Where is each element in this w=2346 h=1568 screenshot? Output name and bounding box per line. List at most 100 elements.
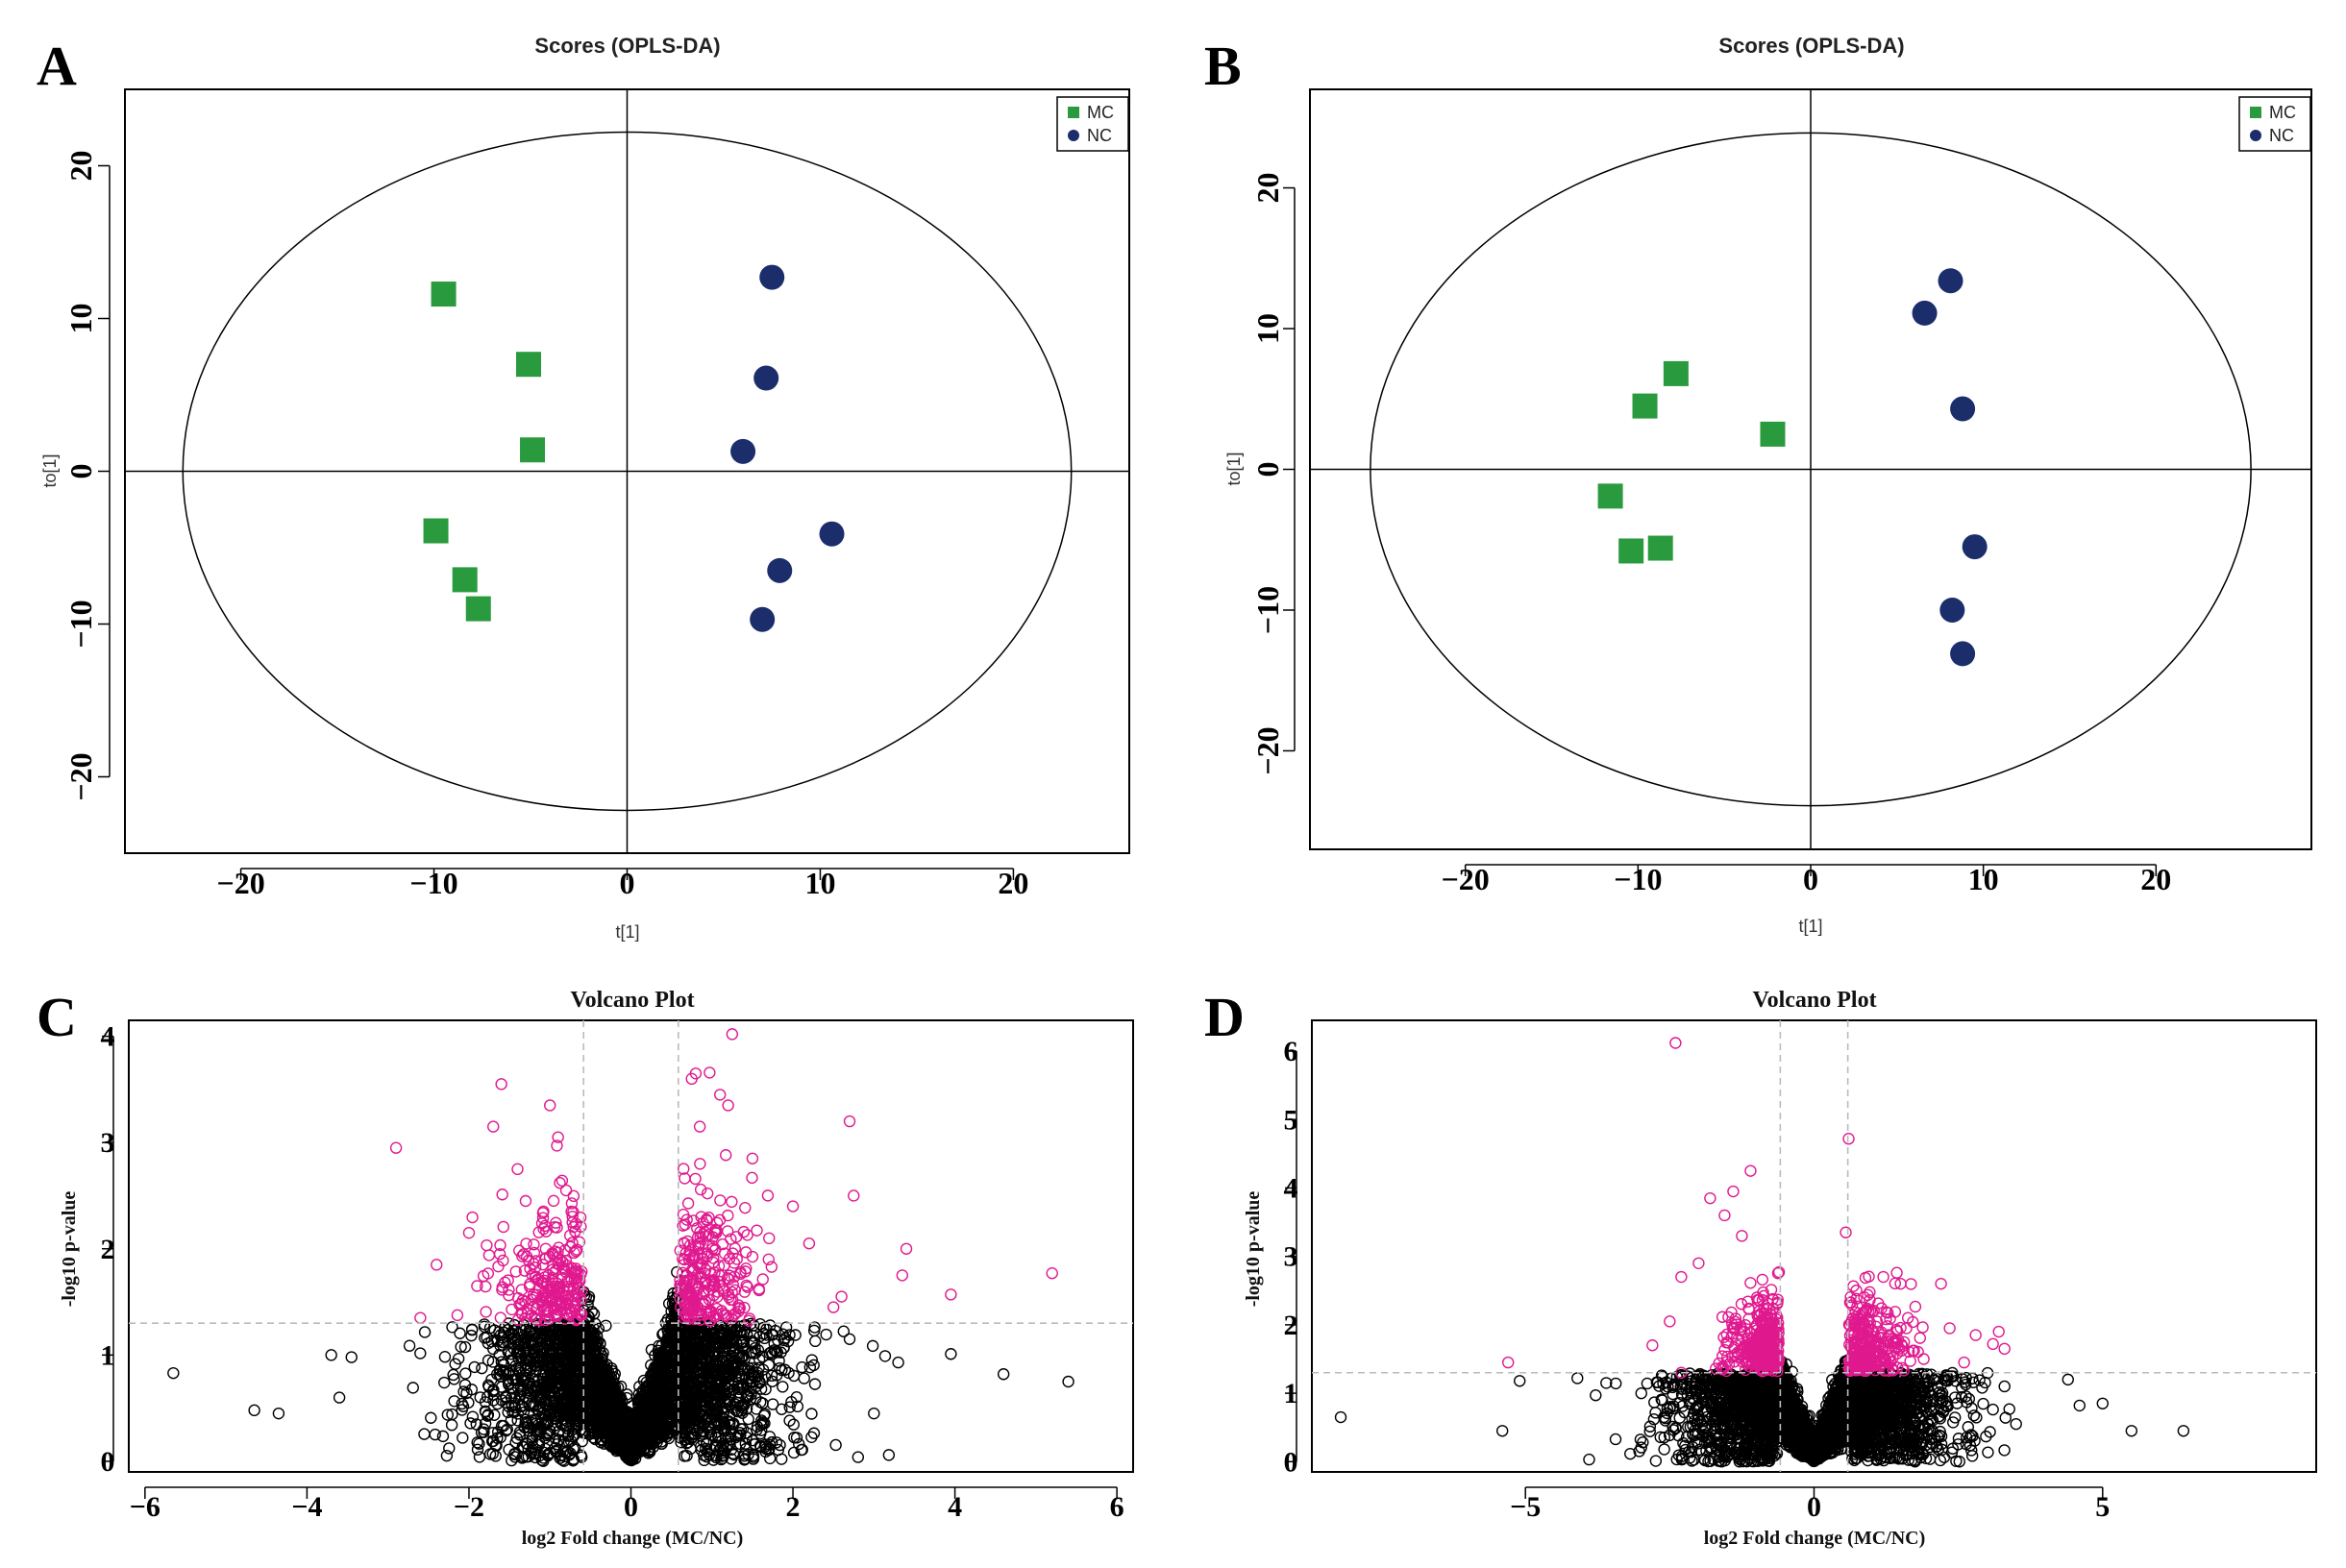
x-axis-label-c: log2 Fold change (MC/NC) <box>522 1528 744 1549</box>
volcano-significant-point <box>482 1249 496 1262</box>
legend-nc-label-a: NC <box>1087 126 1112 145</box>
volcano-point <box>782 1366 795 1380</box>
volcano-point <box>765 1369 778 1383</box>
volcano-significant-point <box>714 1089 727 1101</box>
volcano-point <box>476 1361 488 1375</box>
volcano-point <box>464 1417 477 1430</box>
y-axis-label-c: -log10 p-value <box>59 1191 80 1308</box>
mc-sample-point <box>1632 393 1658 419</box>
x-tick-label: −5 <box>1510 1491 1541 1523</box>
nc-sample-point <box>753 365 779 391</box>
x-tick-label: 0 <box>620 866 635 900</box>
x-tick-label: 6 <box>1110 1491 1124 1523</box>
volcano-point <box>403 1339 416 1352</box>
volcano-point <box>945 1348 957 1360</box>
volcano-point <box>798 1372 810 1384</box>
y-tick-label: 4 <box>101 1021 115 1053</box>
volcano-point <box>482 1354 495 1367</box>
volcano-significant-point <box>431 1259 443 1271</box>
mc-sample-point <box>1597 483 1623 509</box>
volcano-significant-point <box>726 1195 738 1209</box>
plot-area-d <box>1312 1020 2316 1472</box>
volcano-point <box>805 1408 818 1420</box>
chart-title-a: Scores (OPLS-DA) <box>534 34 720 58</box>
legend-box-a <box>1056 96 1129 152</box>
x-tick-label: −6 <box>130 1491 161 1523</box>
volcano-point <box>878 1350 892 1362</box>
x-tick-label: −20 <box>1442 862 1490 896</box>
y-tick-label: 6 <box>1284 1036 1298 1067</box>
x-tick-label: −20 <box>216 866 264 900</box>
x-axis-d: −5 0 5 <box>1510 1486 2110 1523</box>
volcano-point <box>457 1432 469 1444</box>
volcano-point <box>473 1451 486 1463</box>
volcano-significant-point <box>900 1242 913 1255</box>
volcano-significant-point <box>495 1078 507 1090</box>
volcano-point <box>866 1339 879 1353</box>
volcano-point <box>425 1411 437 1424</box>
volcano-point <box>807 1427 821 1439</box>
x-tick-label: 10 <box>1968 862 1999 896</box>
volcano-significant-point <box>720 1149 732 1162</box>
y-axis-label-b: to[1] <box>1224 452 1244 485</box>
y-tick-label: 3 <box>101 1127 115 1159</box>
volcano-significant-point <box>487 1120 500 1133</box>
volcano-point <box>414 1347 427 1360</box>
nc-sample-point <box>1950 396 1976 422</box>
volcano-point <box>1062 1375 1074 1388</box>
volcano-point <box>1658 1443 1670 1456</box>
nonsignificant-points <box>167 1265 1074 1467</box>
x-tick-label: −10 <box>1614 862 1662 896</box>
plot-frame-d <box>1311 1019 2317 1473</box>
volcano-point <box>418 1326 432 1338</box>
volcano-significant-point <box>547 1194 560 1208</box>
volcano-significant-point <box>511 1163 524 1176</box>
y-tick-label: 0 <box>1284 1446 1298 1478</box>
volcano-point <box>468 1360 481 1374</box>
y-tick-label: 10 <box>63 304 98 334</box>
volcano-significant-point <box>726 1028 739 1041</box>
x-tick-label: −10 <box>409 866 457 900</box>
x-tick-label: −4 <box>291 1491 322 1523</box>
volcano-significant-point <box>556 1174 569 1188</box>
y-tick-label: 3 <box>1284 1241 1298 1273</box>
x-tick-label: 10 <box>804 866 835 900</box>
volcano-significant-point <box>763 1232 776 1245</box>
volcano-point <box>325 1349 337 1361</box>
volcano-point <box>407 1382 419 1394</box>
volcano-point <box>892 1356 904 1369</box>
chart-title-b: Scores (OPLS-DA) <box>1718 34 1904 58</box>
x-tick-label: 0 <box>1803 862 1818 896</box>
volcano-point <box>852 1451 865 1463</box>
nc-sample-point <box>750 606 776 632</box>
mc-sample-point <box>1618 538 1644 564</box>
volcano-significant-point <box>519 1194 532 1208</box>
x-tick-label: 20 <box>998 866 1028 900</box>
volcano-significant-point <box>714 1194 727 1207</box>
volcano-point <box>436 1430 450 1443</box>
volcano-significant-point <box>497 1220 509 1234</box>
volcano-point <box>805 1431 818 1443</box>
volcano-point <box>756 1416 769 1429</box>
x-axis-b: −20 −10 0 10 20 <box>1442 862 2172 896</box>
volcano-point <box>809 1335 822 1348</box>
plot-frame-c <box>128 1019 1134 1473</box>
volcano-point <box>777 1381 789 1393</box>
volcano-significant-point <box>694 1158 706 1170</box>
volcano-point <box>438 1351 452 1363</box>
volcano-significant-point <box>681 1197 695 1210</box>
volcano-point <box>440 1449 454 1462</box>
volcano-point <box>167 1366 180 1380</box>
mc-sample-point <box>1663 360 1689 386</box>
volcano-point <box>443 1442 456 1455</box>
volcano-point <box>787 1446 801 1459</box>
volcano-significant-point <box>704 1066 716 1079</box>
volcano-point <box>776 1363 788 1377</box>
chart-title-d: Volcano Plot <box>1752 988 1876 1013</box>
volcano-significant-point <box>693 1120 706 1133</box>
x-axis-label-b: t[1] <box>1798 917 1822 936</box>
x-tick-label: 4 <box>948 1491 962 1523</box>
